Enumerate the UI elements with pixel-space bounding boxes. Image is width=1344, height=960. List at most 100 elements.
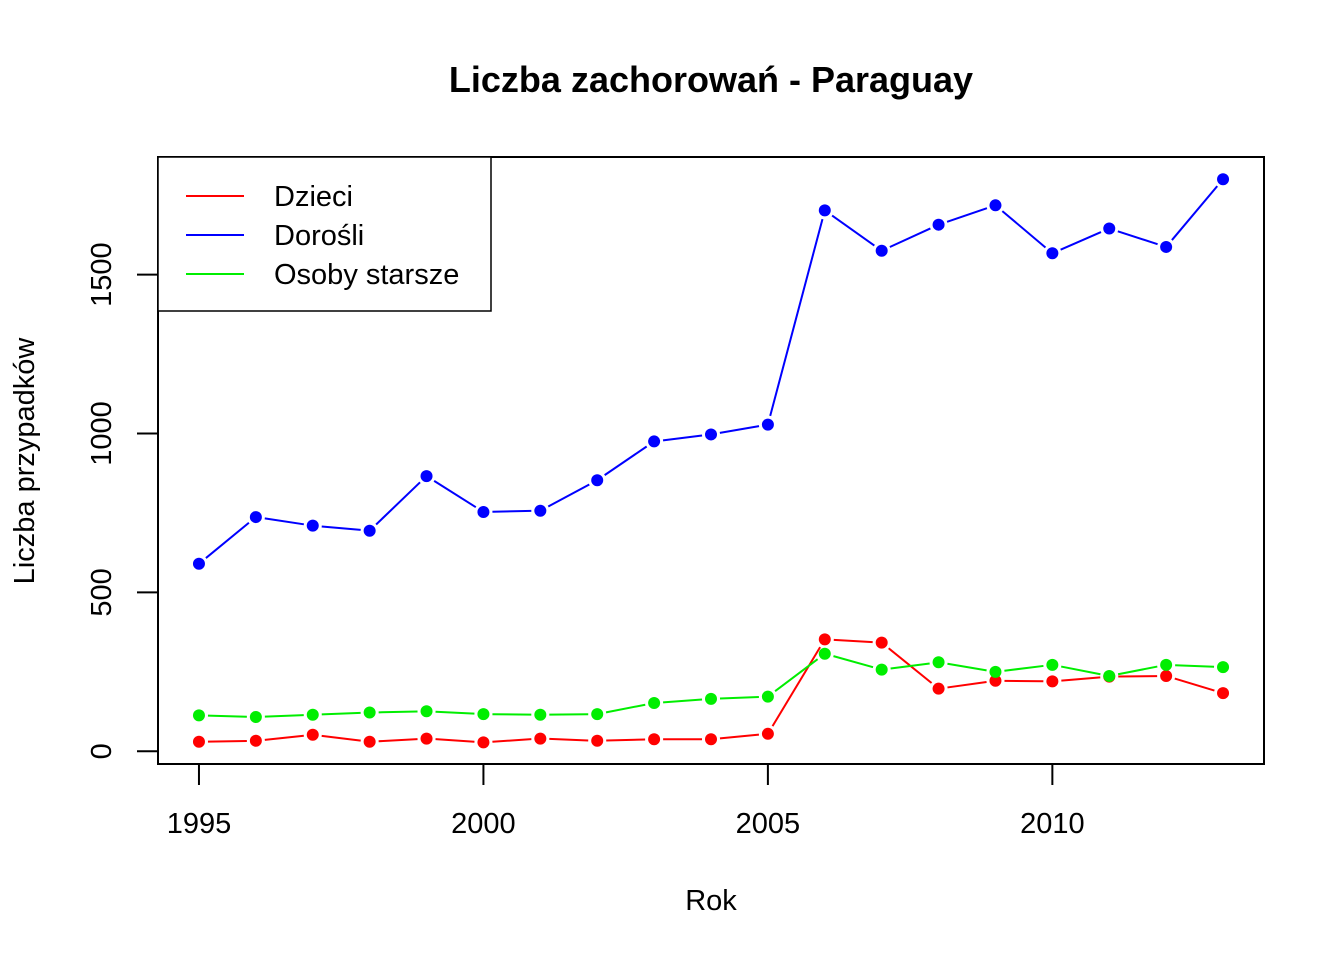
data-point — [420, 470, 433, 483]
data-point — [761, 418, 774, 431]
data-point — [1046, 247, 1059, 260]
series-line-segment — [946, 207, 988, 223]
series-line-segment — [831, 214, 875, 247]
data-point — [591, 708, 604, 721]
data-point — [932, 682, 945, 695]
x-tick-label: 1995 — [167, 808, 232, 840]
series-line-segment — [264, 714, 304, 718]
series-line-segment — [947, 680, 987, 689]
series-2 — [192, 647, 1230, 723]
series-line-segment — [1060, 665, 1101, 676]
data-point — [534, 708, 547, 721]
data-point — [477, 505, 490, 518]
data-point — [591, 734, 604, 747]
data-point — [306, 519, 319, 532]
legend-label: Dzieci — [274, 181, 353, 213]
series-line-segment — [1061, 676, 1101, 682]
series-line-segment — [774, 658, 819, 693]
data-point — [363, 706, 376, 719]
data-point — [1217, 661, 1230, 674]
series-line-segment — [207, 739, 247, 743]
series-line-segment — [207, 714, 247, 718]
data-point — [875, 636, 888, 649]
data-point — [989, 674, 1002, 687]
series-1 — [192, 173, 1230, 570]
series-line-segment — [605, 703, 646, 714]
data-point — [1160, 669, 1173, 682]
data-point — [534, 732, 547, 745]
data-point — [1160, 240, 1173, 253]
x-axis-label: Rok — [685, 885, 737, 917]
data-point — [875, 244, 888, 257]
data-point — [1160, 658, 1173, 671]
data-point — [1217, 687, 1230, 700]
data-point — [192, 735, 205, 748]
data-point — [249, 710, 262, 723]
series-line-segment — [433, 480, 477, 509]
series-line-segment — [1171, 185, 1219, 241]
data-point — [875, 663, 888, 676]
data-point — [192, 557, 205, 570]
y-axis-label: Liczba przypadków — [9, 337, 41, 585]
series-line-segment — [321, 711, 361, 716]
data-point — [818, 647, 831, 660]
x-tick-label: 2005 — [736, 808, 801, 840]
series-line-segment — [547, 483, 590, 508]
data-point — [989, 665, 1002, 678]
data-point — [932, 218, 945, 231]
y-axis: 0 500 1000 1500 — [86, 242, 159, 759]
chart-title: Liczba zachorowań - Paraguay — [449, 59, 973, 100]
data-point — [249, 734, 262, 747]
x-axis: 1995 2000 2005 2010 — [167, 763, 1085, 840]
series-line-segment — [947, 662, 987, 672]
series-line-segment — [549, 737, 589, 742]
legend: Dzieci Dorośli Osoby starsze — [157, 156, 492, 312]
series-line-segment — [771, 646, 821, 727]
series-line-segment — [889, 227, 931, 248]
data-point — [989, 199, 1002, 212]
data-point — [705, 428, 717, 441]
data-point — [1046, 658, 1059, 671]
data-point — [420, 732, 433, 745]
series-line-segment — [1175, 664, 1215, 668]
series-line-segment — [719, 425, 760, 434]
series-line-segment — [435, 738, 475, 743]
series-line-segment — [321, 734, 361, 742]
series-line-segment — [492, 738, 532, 743]
y-tick-label: 1000 — [86, 401, 118, 466]
series-line-segment — [492, 509, 532, 513]
series-line-segment — [1060, 231, 1102, 251]
legend-label: Dorośli — [274, 220, 364, 252]
series-line-segment — [1117, 230, 1158, 246]
series-line-segment — [833, 638, 873, 644]
x-tick-label: 2010 — [1020, 808, 1085, 840]
data-point — [818, 204, 831, 217]
data-point — [306, 728, 319, 741]
data-point — [534, 504, 547, 517]
data-point — [761, 727, 774, 740]
legend-label: Osoby starsze — [274, 259, 459, 291]
data-point — [249, 511, 262, 524]
data-point — [420, 705, 433, 718]
series-line-segment — [719, 733, 760, 740]
series-layer — [192, 173, 1230, 749]
y-tick-label: 1500 — [86, 242, 118, 307]
data-point — [1217, 173, 1230, 186]
y-tick-label: 500 — [86, 568, 118, 616]
data-point — [363, 524, 376, 537]
data-point — [306, 708, 319, 721]
series-line-segment — [890, 662, 930, 670]
series-line-segment — [833, 655, 874, 669]
data-point — [477, 708, 490, 721]
data-point — [591, 474, 604, 487]
series-line-segment — [264, 517, 304, 526]
data-point — [1103, 222, 1116, 235]
series-line-segment — [719, 695, 759, 700]
series-line-segment — [378, 710, 418, 714]
data-point — [363, 735, 376, 748]
data-point — [648, 435, 661, 448]
series-line-segment — [604, 445, 648, 476]
data-point — [761, 690, 774, 703]
series-line-segment — [769, 218, 824, 417]
